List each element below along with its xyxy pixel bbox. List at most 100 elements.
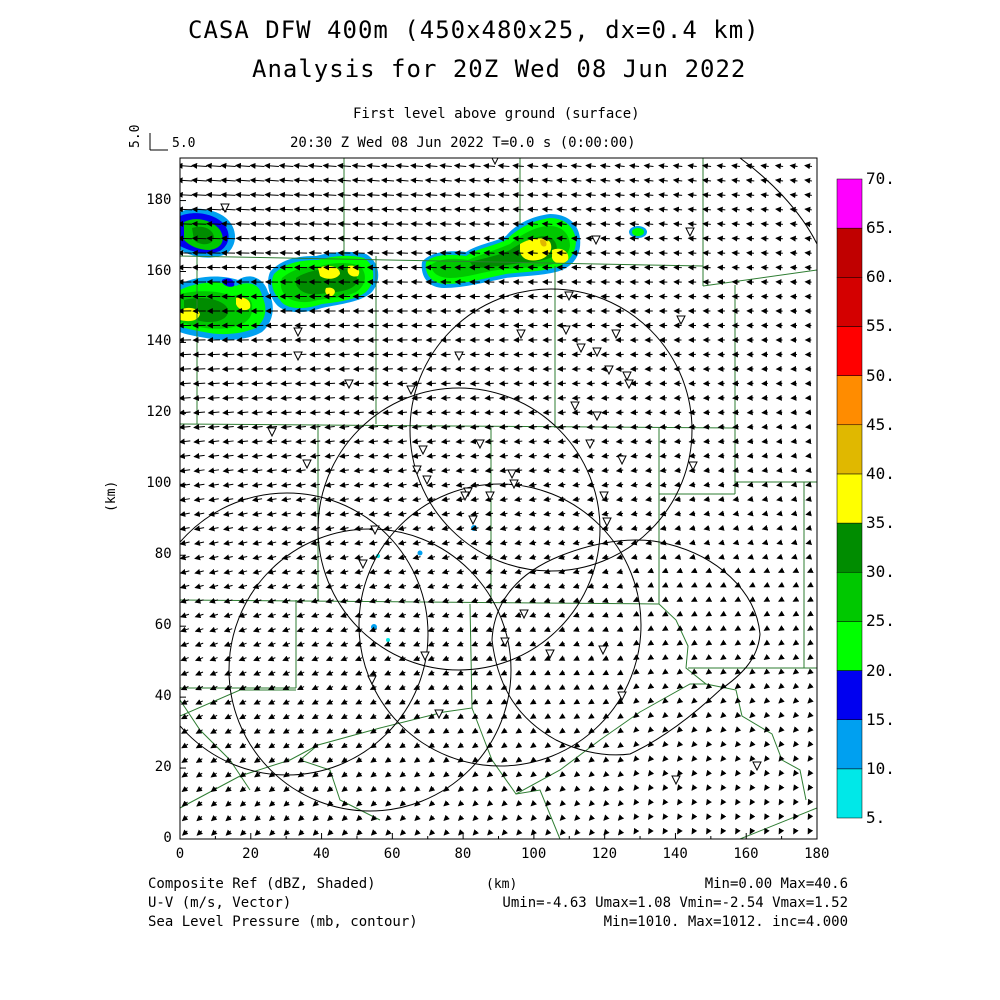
wind-vector bbox=[265, 424, 278, 430]
wind-vector bbox=[688, 496, 696, 503]
wind-vector bbox=[280, 424, 292, 430]
wind-vector bbox=[501, 742, 508, 749]
wind-vector bbox=[324, 496, 335, 503]
wind-vector bbox=[734, 668, 742, 675]
title-line-1: CASA DFW 400m (450x480x25, dx=0.4 km) bbox=[188, 16, 760, 44]
wind-vector bbox=[223, 597, 233, 604]
wind-vector bbox=[705, 654, 713, 660]
wind-vector bbox=[647, 567, 654, 574]
wind-vector bbox=[601, 452, 609, 459]
wind-vector bbox=[807, 596, 814, 602]
wind-vector bbox=[353, 481, 364, 488]
wind-vector bbox=[484, 409, 494, 416]
wind-vector bbox=[282, 699, 290, 705]
wind-vector bbox=[223, 641, 233, 647]
wind-vector bbox=[224, 713, 232, 720]
wind-vector bbox=[658, 192, 668, 199]
wind-vector bbox=[238, 641, 247, 647]
wind-vector bbox=[221, 366, 235, 373]
wind-vector bbox=[775, 438, 783, 445]
wind-vector bbox=[238, 655, 247, 662]
wind-vector bbox=[441, 467, 451, 474]
wind-vector bbox=[778, 798, 785, 806]
wind-vector bbox=[512, 162, 524, 169]
wind-vector bbox=[455, 423, 465, 430]
wind-vector bbox=[268, 771, 276, 778]
wind-vector bbox=[310, 539, 320, 546]
wind-vector bbox=[207, 395, 220, 402]
wind-vector bbox=[705, 740, 713, 748]
wind-vector bbox=[760, 235, 769, 242]
wind-vector bbox=[267, 670, 276, 676]
wind-vector bbox=[543, 481, 552, 488]
wind-vector bbox=[297, 785, 305, 792]
wind-vector bbox=[702, 235, 711, 242]
vector-ref-horizontal-label: 5.0 bbox=[172, 136, 196, 151]
wind-vector bbox=[676, 784, 683, 791]
wind-vector bbox=[586, 496, 595, 503]
wind-vector bbox=[180, 496, 190, 503]
wind-vector bbox=[441, 539, 450, 546]
wind-vector bbox=[483, 206, 495, 213]
wind-vector bbox=[471, 626, 479, 633]
wind-vector bbox=[368, 510, 378, 517]
wind-vector bbox=[397, 496, 407, 503]
wind-vector bbox=[643, 235, 654, 242]
wind-vector bbox=[220, 220, 236, 227]
wind-vector bbox=[616, 582, 624, 589]
wind-vector bbox=[570, 192, 582, 199]
wind-vector bbox=[792, 653, 800, 661]
wind-vector bbox=[807, 682, 814, 690]
wind-vector bbox=[222, 453, 234, 459]
wind-vector bbox=[746, 481, 754, 488]
wind-vector bbox=[414, 771, 421, 778]
wind-vector bbox=[705, 711, 713, 719]
wind-vector bbox=[761, 467, 768, 474]
wind-vector bbox=[789, 192, 798, 199]
wind-vector bbox=[774, 163, 784, 170]
wind-vector bbox=[206, 206, 221, 213]
wind-vector bbox=[485, 640, 493, 647]
wind-vector bbox=[545, 814, 552, 821]
wind-vector bbox=[761, 423, 768, 430]
wind-vector bbox=[763, 639, 771, 646]
wind-vector bbox=[778, 610, 785, 617]
wind-vector bbox=[326, 713, 334, 720]
wind-vector bbox=[674, 481, 681, 488]
wind-vector bbox=[195, 757, 203, 763]
wind-vector bbox=[355, 756, 363, 763]
wind-vector bbox=[486, 785, 494, 792]
wind-vector bbox=[790, 524, 798, 531]
wind-vector bbox=[223, 626, 233, 633]
wind-vector bbox=[763, 769, 770, 777]
wind-vector bbox=[703, 423, 711, 430]
wind-vector bbox=[353, 496, 364, 503]
wind-vector bbox=[673, 409, 682, 416]
wind-vector bbox=[293, 206, 308, 213]
wind-vector bbox=[355, 713, 363, 720]
wind-vector bbox=[746, 438, 754, 445]
wind-vector bbox=[662, 668, 669, 675]
wind-vector bbox=[369, 641, 377, 647]
wind-vector bbox=[747, 510, 754, 517]
wind-vector bbox=[180, 583, 190, 590]
wind-vector bbox=[676, 654, 684, 660]
wind-vector bbox=[411, 423, 422, 430]
wind-vector bbox=[745, 192, 755, 199]
wind-vector bbox=[340, 699, 348, 705]
wind-vector bbox=[706, 827, 712, 835]
wind-vector bbox=[573, 669, 580, 676]
wind-vector bbox=[720, 639, 727, 646]
wind-vector bbox=[614, 221, 625, 228]
wind-vector bbox=[632, 625, 640, 631]
wind-vector bbox=[370, 756, 377, 763]
wind-vector bbox=[193, 409, 206, 416]
wind-vector bbox=[428, 713, 435, 719]
wind-vector bbox=[587, 698, 595, 705]
wind-vector bbox=[528, 510, 537, 517]
wind-vector bbox=[267, 583, 277, 590]
wind-vector bbox=[195, 742, 203, 749]
wind-vector bbox=[499, 568, 508, 575]
wind-vector bbox=[630, 438, 638, 445]
wind-vector bbox=[469, 409, 480, 416]
